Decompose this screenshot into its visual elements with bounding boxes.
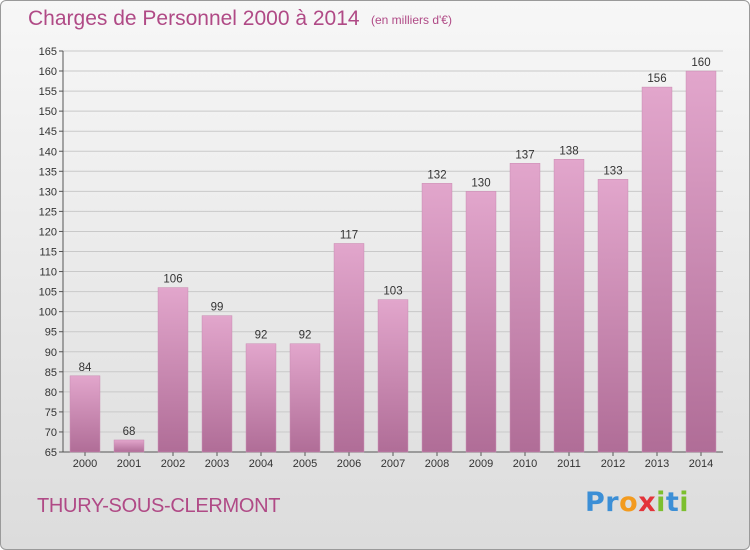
y-tick-label: 95 <box>45 327 57 339</box>
bar-2003 <box>201 315 233 453</box>
y-tick-label: 85 <box>45 367 57 379</box>
value-label-2009: 130 <box>471 177 490 189</box>
value-label-2012: 133 <box>603 165 622 177</box>
x-tick-label-2003: 2003 <box>205 458 229 470</box>
bar-2004 <box>245 343 277 453</box>
value-label-2014: 160 <box>691 57 710 69</box>
value-label-2003: 99 <box>211 302 224 314</box>
bar-2002 <box>157 287 189 453</box>
bar-2014 <box>685 70 717 453</box>
y-tick-label: 75 <box>45 407 57 419</box>
y-tick-label: 110 <box>39 267 57 279</box>
label-layer: 84 2000 68 2001 106 2002 99 2003 92 2004 92 2005 117… <box>73 57 713 470</box>
value-label-2001: 68 <box>123 426 136 438</box>
x-tick-label-2010: 2010 <box>513 458 537 470</box>
bar-2011 <box>553 159 585 453</box>
chart-title: Charges de Personnel 2000 à 2014 <box>28 7 360 30</box>
y-tick-label: 145 <box>39 126 57 138</box>
y-tick-label: 115 <box>39 247 57 259</box>
y-tick-label: 165 <box>39 46 57 58</box>
bar-2006 <box>333 243 365 453</box>
x-tick-label-2014: 2014 <box>689 458 713 470</box>
bar-2007 <box>377 299 409 453</box>
bar-2009 <box>465 191 497 453</box>
x-tick-label-2006: 2006 <box>337 458 361 470</box>
value-label-2007: 103 <box>383 286 402 298</box>
bar-2001 <box>113 439 145 453</box>
logo-letter: x <box>638 487 657 518</box>
x-tick-label-2007: 2007 <box>381 458 405 470</box>
y-tick-label: 150 <box>39 106 57 118</box>
value-label-2002: 106 <box>163 274 182 286</box>
y-tick-label: 140 <box>39 146 57 158</box>
y-tick-label: 80 <box>45 387 57 399</box>
value-label-2010: 137 <box>515 149 534 161</box>
value-label-2005: 92 <box>299 330 312 342</box>
x-tick-label-2012: 2012 <box>601 458 625 470</box>
x-tick-label-2011: 2011 <box>557 458 581 470</box>
logo-letter: o <box>619 487 639 518</box>
value-label-2013: 156 <box>647 73 666 85</box>
logo-letter: i <box>656 487 666 518</box>
logo-letter: r <box>605 487 620 518</box>
x-tick-label-2004: 2004 <box>249 458 273 470</box>
y-tick-label: 70 <box>45 427 57 439</box>
bar-2008 <box>421 183 453 453</box>
y-tick-label: 125 <box>39 206 57 218</box>
y-tick-label: 135 <box>39 166 57 178</box>
logo-letter: i <box>679 487 690 518</box>
bar-2012 <box>597 179 629 453</box>
chart-subtitle: (en milliers d'€) <box>371 13 452 27</box>
y-tick-label: 155 <box>39 86 57 98</box>
value-label-2000: 84 <box>79 362 92 374</box>
x-tick-label-2005: 2005 <box>293 458 317 470</box>
bar-2010 <box>509 163 541 453</box>
value-label-2011: 138 <box>559 145 578 157</box>
y-tick-label: 160 <box>39 66 57 78</box>
y-tick-label: 65 <box>45 447 57 459</box>
x-tick-label-2013: 2013 <box>645 458 669 470</box>
bar-layer <box>69 70 717 453</box>
y-tick-label: 90 <box>45 347 57 359</box>
value-label-2008: 132 <box>427 169 446 181</box>
bar-2000 <box>69 375 101 453</box>
x-tick-label-2009: 2009 <box>469 458 493 470</box>
y-tick-label: 100 <box>39 307 57 319</box>
x-tick-label-2002: 2002 <box>161 458 185 470</box>
y-tick-label: 130 <box>39 186 57 198</box>
proxiti-logo: Proxiti <box>585 487 689 518</box>
bar-2013 <box>641 86 673 453</box>
y-tick-label: 120 <box>39 226 57 238</box>
logo-letter: t <box>665 487 680 518</box>
value-label-2004: 92 <box>255 330 268 342</box>
x-tick-label-2001: 2001 <box>117 458 141 470</box>
x-tick-label-2000: 2000 <box>73 458 97 470</box>
y-tick-label: 105 <box>39 287 57 299</box>
x-tick-label-2008: 2008 <box>425 458 449 470</box>
logo-letter: P <box>585 487 606 518</box>
value-label-2006: 117 <box>340 229 358 241</box>
city-name: THURY-SOUS-CLERMONT <box>37 495 281 517</box>
bar-2005 <box>289 343 321 453</box>
